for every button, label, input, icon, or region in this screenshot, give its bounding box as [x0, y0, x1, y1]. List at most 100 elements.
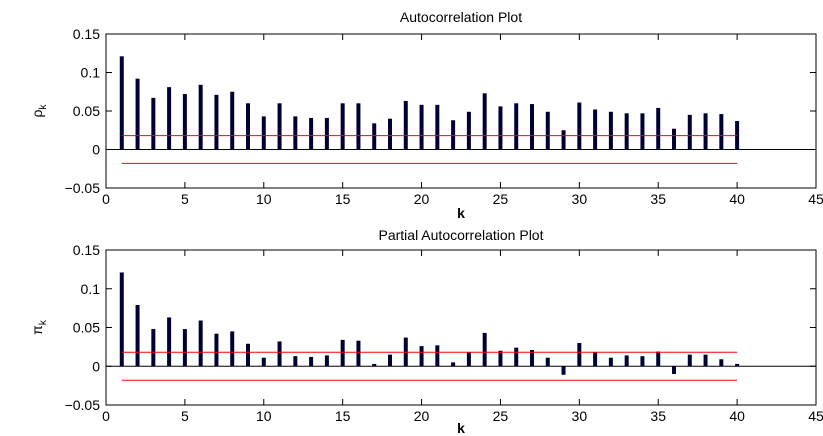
pacf-xtick-label: 45: [808, 408, 823, 424]
acf-bar: [656, 107, 661, 150]
acf-bar: [530, 104, 534, 150]
pacf-ytick-label: 0.1: [81, 281, 101, 297]
acf-bar: [167, 87, 172, 150]
acf-xtick-label: 25: [493, 191, 509, 207]
pacf-ylabel-text: πk: [29, 319, 49, 335]
acf-bar: [608, 111, 613, 150]
pacf-xlabel: k: [457, 420, 465, 436]
pacf-bar: [151, 329, 156, 367]
acf-bar: [293, 116, 298, 150]
acf-bar: [640, 113, 645, 150]
pacf-bar: [230, 331, 235, 367]
acf-bar: [451, 120, 456, 150]
acf-xtick-label: 40: [729, 191, 745, 207]
pacf-ylabel-sub: k: [38, 319, 49, 325]
pacf-xtick-label: 30: [572, 408, 588, 424]
pacf-bar: [167, 317, 172, 367]
pacf-bar: [419, 346, 424, 367]
acf-bar: [340, 103, 345, 150]
pacf-xtick-label: 10: [256, 408, 272, 424]
pacf-bar: [672, 366, 676, 374]
acf-bar: [198, 84, 203, 150]
acf-xtick-label: 0: [102, 191, 110, 207]
pacf-ytick-label: 0: [92, 358, 100, 374]
acf-bar: [419, 104, 424, 150]
pacf-bar: [719, 359, 724, 367]
acf-bar: [182, 94, 187, 150]
pacf-bar: [482, 332, 487, 367]
acf-bar: [372, 123, 377, 150]
acf-bar: [577, 102, 582, 150]
acf-ylabel: ρk: [29, 104, 49, 118]
pacf-ylabel-main: π: [29, 325, 45, 335]
pacf-bar: [514, 347, 519, 367]
pacf-xtick-label: 25: [493, 408, 509, 424]
acf-bar: [277, 103, 282, 150]
acf-bar: [687, 114, 692, 150]
acf-xlabel: k: [457, 205, 465, 221]
pacf-bar: [356, 340, 361, 367]
acf-bar: [388, 118, 392, 150]
pacf-ylabel: πk: [29, 319, 49, 335]
acf-ylabel-text: ρk: [29, 104, 49, 118]
acf-bar: [151, 97, 156, 150]
acf-ytick-label: −0.05: [65, 180, 101, 196]
acf-bar: [403, 100, 408, 150]
pacf-xtick-label: 15: [335, 408, 351, 424]
pacf-bar: [135, 305, 140, 367]
acf-bar: [309, 117, 314, 150]
acf-bar: [719, 114, 724, 150]
pacf-bar: [214, 333, 219, 367]
acf-xtick-label: 35: [650, 191, 666, 207]
pacf-xtick-label: 40: [729, 408, 745, 424]
pacf-ytick-label: 0.15: [73, 242, 100, 258]
pacf-bar: [624, 355, 629, 367]
acf-bar: [482, 93, 487, 150]
pacf-bar: [577, 343, 582, 367]
pacf-bar: [451, 362, 456, 367]
acf-bar: [119, 56, 124, 150]
acf-ytick-label: 0: [92, 142, 100, 158]
acf-bar: [545, 111, 550, 150]
acf-ylabel-sub: k: [38, 104, 49, 110]
acf-bar: [672, 128, 676, 150]
acf-axes-box: [105, 33, 817, 189]
pacf-bar: [340, 339, 345, 367]
acf-bar: [356, 103, 361, 150]
acf-bar: [561, 130, 566, 150]
pacf-axes-box: [105, 249, 817, 406]
pacf-bar: [608, 357, 613, 367]
pacf-bar: [372, 363, 377, 367]
acf-bar: [246, 103, 250, 150]
acf-bar: [466, 111, 471, 150]
pacf-bar: [198, 320, 203, 367]
acf-xtick-label: 15: [335, 191, 351, 207]
acf-bar: [593, 109, 598, 150]
pacf-bar: [735, 363, 740, 367]
pacf-bar: [703, 354, 708, 367]
pacf-bar: [687, 354, 692, 367]
acf-ytick-label: 0.15: [73, 26, 100, 42]
acf-xtick-label: 10: [256, 191, 272, 207]
pacf-bar: [246, 343, 250, 367]
acf-bar: [324, 117, 329, 150]
pacf-bar: [293, 356, 298, 367]
pacf-bar: [119, 272, 124, 367]
pacf-xtick-label: 35: [650, 408, 666, 424]
acf-bar: [624, 113, 629, 150]
pacf-bar: [498, 350, 503, 367]
acf-ytick-label: 0.05: [73, 103, 100, 119]
acf-ytick-label: 0.1: [81, 65, 101, 81]
acf-bar: [514, 103, 519, 150]
pacf-bar: [324, 355, 329, 367]
pacf-ytick-label: −0.05: [65, 397, 101, 413]
pacf-bar: [640, 356, 645, 367]
pacf-bar: [261, 357, 266, 367]
pacf-bar: [656, 351, 661, 367]
acf-bar: [135, 78, 140, 150]
pacf-bar: [309, 356, 314, 367]
acf-bar: [261, 116, 266, 150]
